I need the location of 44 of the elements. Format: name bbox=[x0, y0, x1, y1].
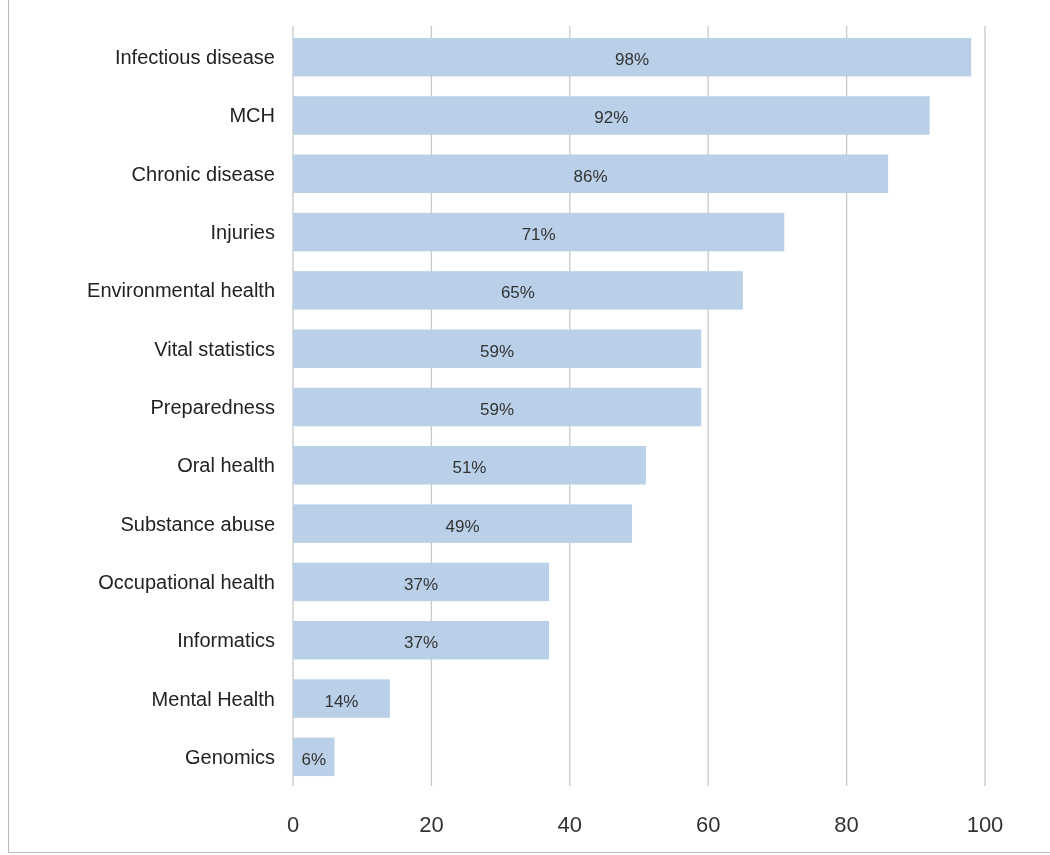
bar bbox=[293, 446, 646, 485]
data-label: 86% bbox=[573, 166, 608, 186]
y-tick-label: Substance abuse bbox=[120, 512, 275, 535]
y-tick-label: Vital statistics bbox=[154, 337, 275, 360]
data-label: 51% bbox=[452, 458, 487, 478]
data-label: 37% bbox=[404, 574, 439, 594]
y-tick-label: Occupational health bbox=[98, 570, 275, 593]
data-label: 59% bbox=[480, 341, 515, 361]
y-tick-label: Injuries bbox=[210, 221, 275, 244]
bar bbox=[293, 504, 633, 543]
x-tick-label: 40 bbox=[557, 812, 583, 837]
y-tick-label: Informatics bbox=[177, 629, 275, 652]
data-label: 71% bbox=[521, 225, 556, 245]
bar bbox=[293, 212, 785, 252]
bar bbox=[293, 96, 930, 135]
bar bbox=[293, 620, 550, 660]
data-label: 98% bbox=[615, 50, 650, 70]
y-tick-label: Genomics bbox=[184, 745, 275, 768]
data-label: 37% bbox=[404, 633, 439, 653]
data-label: 65% bbox=[500, 283, 535, 303]
x-tick-label: 80 bbox=[834, 812, 859, 837]
data-label: 92% bbox=[594, 108, 629, 128]
bar bbox=[293, 37, 972, 77]
y-tick-label: Oral health bbox=[177, 454, 275, 477]
x-tick-label: 0 bbox=[286, 812, 300, 837]
data-label: 59% bbox=[480, 400, 515, 419]
y-tick-label: Mental Health bbox=[151, 687, 275, 710]
bar bbox=[293, 679, 390, 718]
bar bbox=[293, 154, 889, 194]
y-tick-label: Environmental health bbox=[87, 279, 275, 302]
data-label: 14% bbox=[324, 691, 359, 711]
data-label: 6% bbox=[301, 749, 327, 769]
y-tick-label: MCH bbox=[229, 104, 275, 127]
bar bbox=[293, 329, 702, 368]
x-tick-label: 20 bbox=[419, 812, 444, 837]
bar bbox=[293, 387, 702, 427]
y-tick-label: Preparedness bbox=[150, 396, 275, 418]
y-tick-label: Chronic disease bbox=[131, 162, 275, 185]
bar bbox=[293, 271, 743, 310]
data-label: 49% bbox=[445, 516, 480, 536]
x-tick-label: 60 bbox=[695, 812, 721, 837]
x-tick-label: 100 bbox=[966, 812, 1004, 837]
y-tick-label: Infectious disease bbox=[114, 46, 275, 69]
bar bbox=[293, 562, 550, 602]
